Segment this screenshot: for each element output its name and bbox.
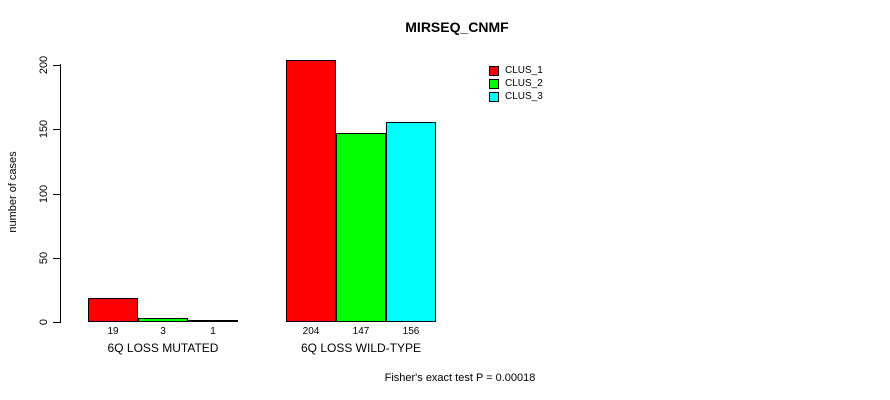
y-tick-mark <box>53 322 60 323</box>
y-tick-mark <box>53 65 60 66</box>
chart-title: MIRSEQ_CNMF <box>405 19 509 35</box>
bar-clus_2-1 <box>138 318 188 322</box>
bar-value-label: 3 <box>160 326 166 337</box>
legend-item-clus_3: CLUS_3 <box>489 90 543 103</box>
bar-clus_3-2 <box>386 122 436 322</box>
y-tick-mark <box>53 193 60 195</box>
legend-swatch-clus_2 <box>489 78 499 89</box>
bar-clus_2-2 <box>336 133 386 322</box>
bar-value-label: 156 <box>402 326 420 337</box>
legend: CLUS_1 CLUS_2 CLUS_3 <box>489 64 543 103</box>
y-tick-label: 200 <box>38 55 50 75</box>
y-tick-label: 50 <box>38 251 50 264</box>
y-tick-mark <box>53 257 60 259</box>
legend-swatch-clus_1 <box>489 65 499 76</box>
bar-clus_1-1 <box>88 298 138 322</box>
y-axis-title: number of cases <box>7 151 19 233</box>
legend-item-clus_1: CLUS_1 <box>489 64 543 77</box>
legend-label: CLUS_3 <box>505 91 543 102</box>
legend-item-clus_2: CLUS_2 <box>489 77 543 90</box>
y-tick-mark <box>53 129 60 131</box>
y-tick-label: 150 <box>38 120 50 139</box>
y-axis-line <box>60 64 61 323</box>
bar-clus_3-1 <box>188 320 238 322</box>
y-tick-label: 100 <box>38 184 50 203</box>
bar-value-label: 1 <box>210 326 216 337</box>
y-tick-label: 0 <box>38 318 50 326</box>
bar-value-label: 19 <box>107 326 119 337</box>
category-label: 6Q LOSS MUTATED <box>107 341 219 355</box>
legend-label: CLUS_1 <box>505 65 543 76</box>
category-label: 6Q LOSS WILD-TYPE <box>300 341 422 355</box>
bar-value-label: 204 <box>302 326 320 337</box>
bar-clus_1-2 <box>286 60 336 322</box>
bar-value-label: 147 <box>352 326 370 337</box>
legend-swatch-clus_3 <box>489 91 499 102</box>
pvalue-annotation: Fisher's exact test P = 0.00018 <box>384 372 536 384</box>
legend-label: CLUS_2 <box>505 78 543 89</box>
